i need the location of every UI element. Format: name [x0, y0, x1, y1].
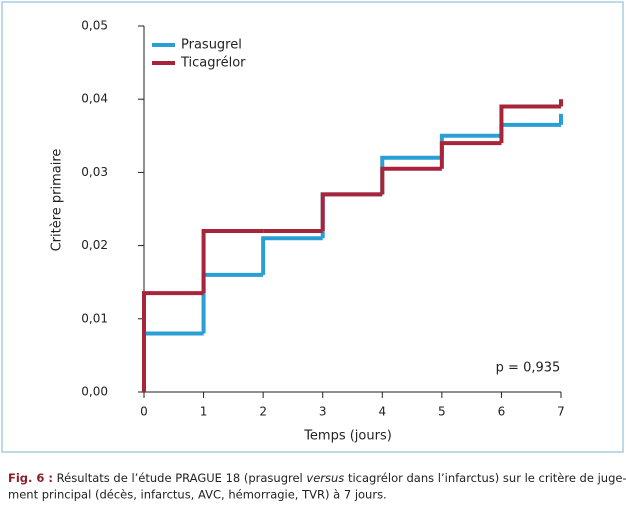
x-tick-label: 7: [557, 405, 565, 419]
caption-line: Fig. 6 : Résultats de l’étude PRAGUE 18 …: [8, 471, 626, 485]
step-segment: [499, 122, 561, 136]
y-tick-label: 0,04: [81, 92, 108, 106]
caption-label: Fig. 6 :: [8, 471, 53, 485]
x-tick-label: 6: [498, 405, 506, 419]
y-tick-label: 0,02: [81, 238, 108, 252]
step-segment: [439, 141, 502, 169]
step-segment: [261, 236, 323, 275]
step-segment: [380, 155, 442, 195]
x-tick-label: 1: [200, 405, 208, 419]
caption-text: ticagrélor dans l’infarctus) sur le crit…: [344, 471, 626, 485]
step-segment: [499, 104, 561, 144]
y-tick-label: 0,03: [81, 165, 108, 179]
frame: [1, 1, 624, 453]
annotation: p = 0,935: [496, 361, 561, 376]
caption-text: Résultats de l’étude PRAGUE 18 (prasugre…: [53, 471, 306, 485]
caption-line: ment principal (décès, infarctus, AVC, h…: [8, 488, 387, 502]
step-segment: [201, 228, 264, 294]
x-tick-label: 4: [378, 405, 386, 419]
legend-label: Prasugrel: [181, 38, 242, 53]
step-segment: [320, 192, 383, 239]
step-segment: [142, 291, 204, 392]
x-tick-label: 3: [319, 405, 327, 419]
y-tick-label: 0,00: [81, 385, 108, 399]
y-axis-label: Critère primaire: [50, 149, 65, 252]
step-segment: [142, 331, 204, 392]
x-tick-label: 5: [438, 405, 446, 419]
legend-label: Ticagrélor: [180, 56, 246, 71]
y-tick-label: 0,01: [81, 311, 108, 325]
step-segment: [439, 133, 502, 158]
y-tick-label: 0,05: [81, 19, 108, 33]
step-segment: [380, 166, 442, 195]
step-segment: [320, 192, 383, 231]
step-segment: [201, 272, 264, 334]
x-tick-label: 2: [259, 405, 267, 419]
x-axis-label: Temps (jours): [303, 429, 392, 444]
caption-text: versus: [306, 471, 344, 485]
x-tick-label: 0: [140, 405, 148, 419]
